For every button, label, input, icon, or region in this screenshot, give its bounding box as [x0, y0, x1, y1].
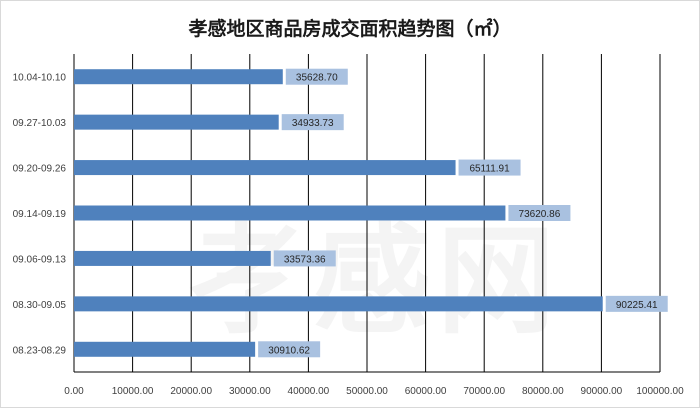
- y-category-label: 09.06-09.13: [13, 254, 67, 265]
- data-label: 65111.91: [469, 164, 510, 175]
- x-tick-label: 20000.00: [170, 386, 212, 397]
- x-tick-label: 40000.00: [288, 386, 330, 397]
- data-label-background: [273, 250, 336, 267]
- x-tick-label: 50000.00: [346, 386, 388, 397]
- bar: [74, 205, 506, 221]
- x-tick-label: 90000.00: [581, 386, 623, 397]
- data-label: 30910.62: [268, 345, 310, 356]
- data-label: 35628.70: [296, 73, 338, 84]
- y-category-label: 09.20-09.26: [13, 164, 67, 175]
- y-category-label: 09.14-09.19: [13, 209, 67, 220]
- bar: [74, 114, 279, 130]
- data-label-background: [458, 159, 521, 176]
- y-category-label: 09.27-10.03: [13, 118, 67, 129]
- x-tick-label: 70000.00: [463, 386, 505, 397]
- data-label-background: [258, 341, 321, 358]
- y-category-label: 10.04-10.10: [13, 73, 67, 84]
- x-tick-label: 60000.00: [405, 386, 447, 397]
- bar: [74, 250, 271, 266]
- data-label-background: [281, 114, 344, 131]
- data-label: 90225.41: [616, 300, 658, 311]
- x-tick-label: 10000.00: [112, 386, 154, 397]
- bar: [74, 160, 456, 176]
- chart-title: 孝感地区商品房成交面积趋势图（㎡）: [188, 18, 512, 40]
- data-label: 34933.73: [292, 118, 334, 129]
- bar: [74, 296, 603, 312]
- data-label: 73620.86: [519, 209, 561, 220]
- y-category-label: 08.23-08.29: [13, 345, 67, 356]
- y-category-label: 08.30-09.05: [13, 300, 67, 311]
- x-tick-label: 0.00: [64, 386, 84, 397]
- x-tick-label: 80000.00: [522, 386, 564, 397]
- x-tick-label: 100000.00: [636, 386, 684, 397]
- data-label: 33573.36: [284, 254, 326, 265]
- data-label-background: [285, 68, 348, 85]
- data-label-background: [605, 295, 668, 312]
- x-tick-label: 30000.00: [229, 386, 271, 397]
- bar: [74, 69, 283, 85]
- bar: [74, 341, 256, 357]
- data-label-background: [508, 205, 571, 221]
